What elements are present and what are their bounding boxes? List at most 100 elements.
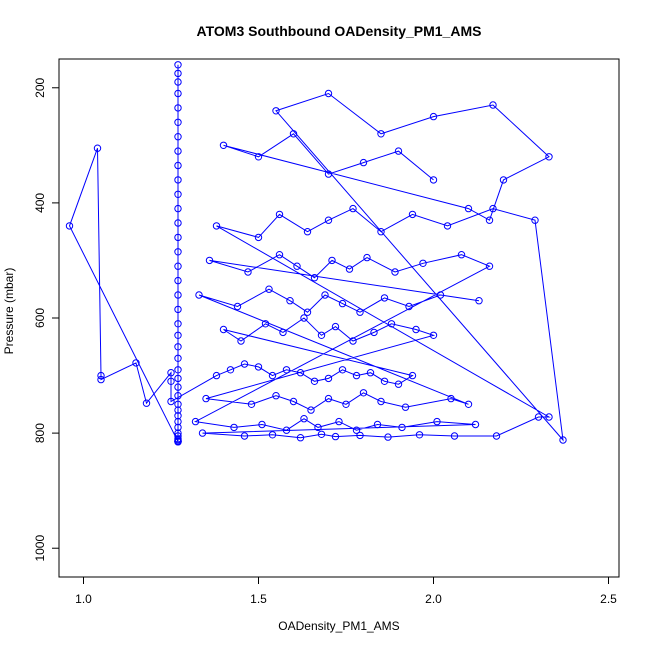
data-point	[429, 176, 438, 184]
data-point	[289, 130, 298, 138]
data-point	[317, 331, 326, 339]
x-axis-label: OADensity_PM1_AMS	[278, 619, 399, 633]
data-point	[195, 291, 203, 299]
data-point	[212, 222, 221, 230]
data-point	[174, 305, 182, 314]
data-point	[366, 369, 375, 377]
data-point	[464, 400, 473, 408]
data-point	[307, 406, 315, 414]
data-point	[282, 366, 291, 374]
data-point	[349, 204, 357, 213]
data-point	[328, 256, 336, 265]
data-point	[324, 170, 333, 178]
data-point	[230, 423, 238, 432]
y-tick-label: 1000	[33, 535, 47, 562]
x-tick-label: 2.0	[425, 592, 442, 606]
data-point	[356, 431, 364, 440]
data-point	[272, 107, 280, 115]
data-point	[265, 285, 273, 293]
data-point	[373, 420, 382, 429]
data-point	[174, 61, 182, 69]
data-point	[244, 268, 252, 276]
data-point	[174, 248, 182, 256]
data-point	[174, 291, 182, 299]
data-point	[475, 297, 483, 305]
data-point	[349, 337, 357, 345]
data-point	[377, 228, 385, 236]
data-point	[279, 328, 287, 337]
data-point	[419, 259, 427, 267]
data-point	[293, 262, 301, 270]
data-point	[457, 251, 466, 259]
data-point	[303, 308, 312, 316]
data-point	[317, 430, 326, 438]
data-point	[387, 320, 396, 328]
plot-marks	[65, 61, 567, 446]
y-axis-label: Pressure (mbar)	[2, 268, 16, 355]
data-point	[415, 431, 424, 439]
data-point	[429, 112, 438, 121]
data-point	[391, 268, 399, 276]
data-point	[174, 354, 182, 362]
data-point	[450, 432, 459, 440]
data-point	[268, 371, 277, 380]
data-point	[300, 415, 308, 423]
data-point	[167, 397, 175, 406]
data-point	[174, 429, 182, 437]
data-point	[174, 204, 182, 213]
data-point	[174, 331, 182, 339]
data-point	[205, 256, 214, 265]
data-point	[174, 233, 182, 242]
x-tick-label: 1.0	[75, 592, 92, 606]
data-point	[436, 291, 445, 299]
data-point	[174, 190, 182, 199]
data-point	[485, 216, 494, 224]
data-point	[282, 426, 291, 434]
data-point	[398, 423, 406, 432]
data-point	[174, 176, 182, 184]
data-point	[310, 274, 319, 282]
data-point	[174, 438, 182, 446]
data-point	[471, 420, 480, 429]
data-point	[559, 436, 567, 444]
data-point	[174, 406, 182, 414]
data-point	[324, 394, 333, 403]
data-point	[174, 69, 182, 78]
data-point	[174, 262, 182, 270]
data-point	[412, 325, 420, 334]
data-point	[499, 176, 508, 184]
data-point	[174, 400, 182, 408]
data-point	[545, 153, 553, 161]
y-tick-label: 200	[33, 77, 47, 97]
data-point	[464, 204, 473, 213]
data-point	[174, 320, 182, 328]
data-point	[289, 397, 298, 406]
data-point	[377, 130, 385, 138]
data-point	[142, 399, 151, 407]
data-point	[167, 369, 175, 377]
series-line	[68, 64, 564, 442]
data-point	[408, 210, 417, 219]
data-point	[352, 426, 361, 434]
data-point	[345, 265, 354, 273]
data-point	[233, 302, 242, 311]
data-point	[97, 371, 105, 380]
data-point	[174, 392, 182, 400]
data-point	[314, 423, 322, 432]
data-point	[254, 153, 263, 161]
data-point	[405, 302, 413, 311]
y-tick-label: 400	[33, 193, 47, 213]
data-point	[286, 297, 294, 305]
data-point	[447, 394, 455, 403]
data-point	[275, 210, 284, 219]
data-point	[356, 308, 364, 316]
data-point	[310, 377, 319, 385]
data-point	[97, 375, 105, 384]
data-point	[394, 147, 403, 155]
data-point	[174, 417, 182, 426]
data-point	[212, 371, 221, 380]
data-point	[324, 216, 333, 224]
data-point	[321, 291, 329, 299]
data-point	[93, 144, 102, 152]
data-point	[394, 380, 403, 388]
